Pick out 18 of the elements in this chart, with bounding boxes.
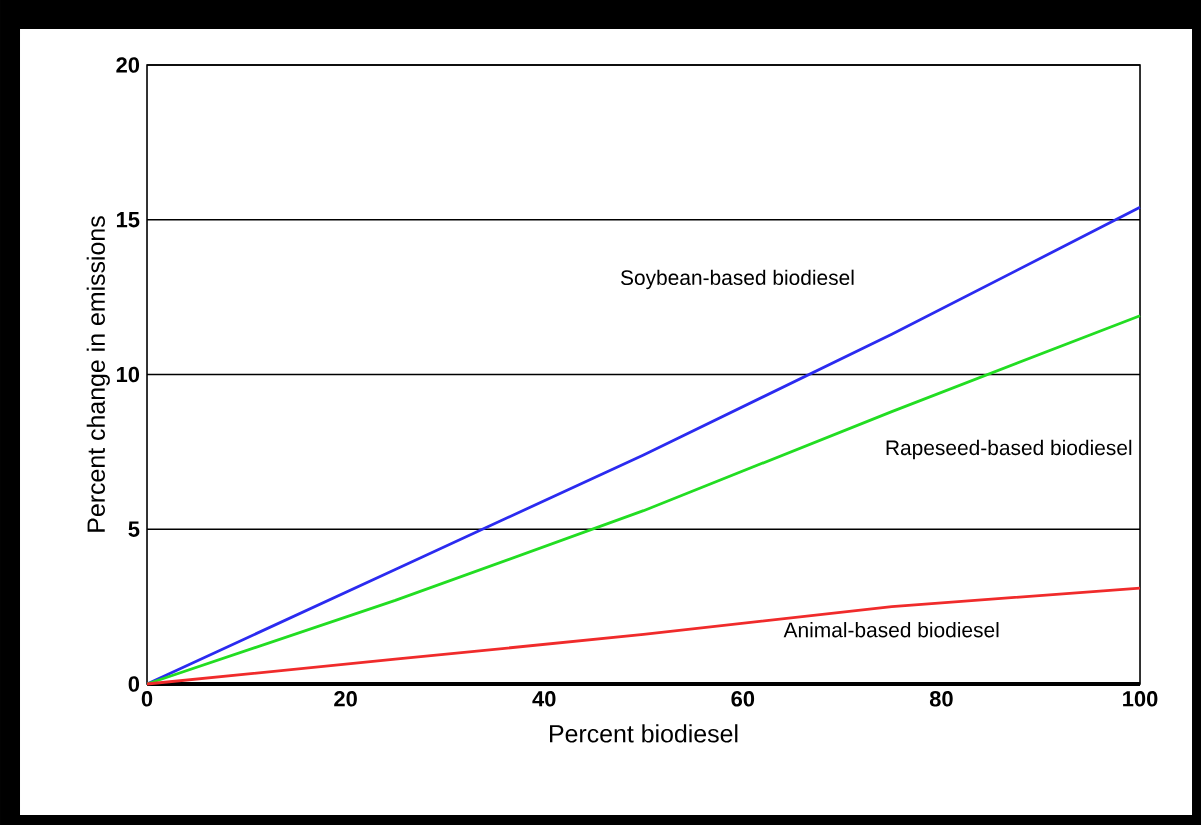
x-tick-label: 80	[929, 691, 953, 707]
x-tick-label: 100	[1123, 691, 1158, 707]
y-tick-label: 20	[116, 57, 140, 73]
x-axis-title: Percent biodiesel	[550, 724, 738, 743]
line-series	[145, 586, 1142, 686]
x-tick-label: 40	[532, 691, 556, 707]
y-tick-label: 5	[128, 521, 140, 537]
line-series	[145, 314, 1142, 686]
series-label: Rapeseed-based biodiesel	[886, 439, 1132, 460]
y-tick-label: 10	[116, 366, 140, 383]
y-axis-title: Percent change in emissions	[86, 216, 110, 532]
x-tick-label: 0	[141, 691, 153, 707]
text: Soybean-based biodiesel	[620, 269, 854, 290]
x-tick-label: 20	[334, 691, 357, 707]
y-tick-label: 15	[116, 212, 140, 228]
series-label: Animal-based biodiesel	[783, 622, 999, 638]
y-tick-label: 0	[128, 676, 140, 692]
x-tick-label: 60	[731, 691, 755, 707]
